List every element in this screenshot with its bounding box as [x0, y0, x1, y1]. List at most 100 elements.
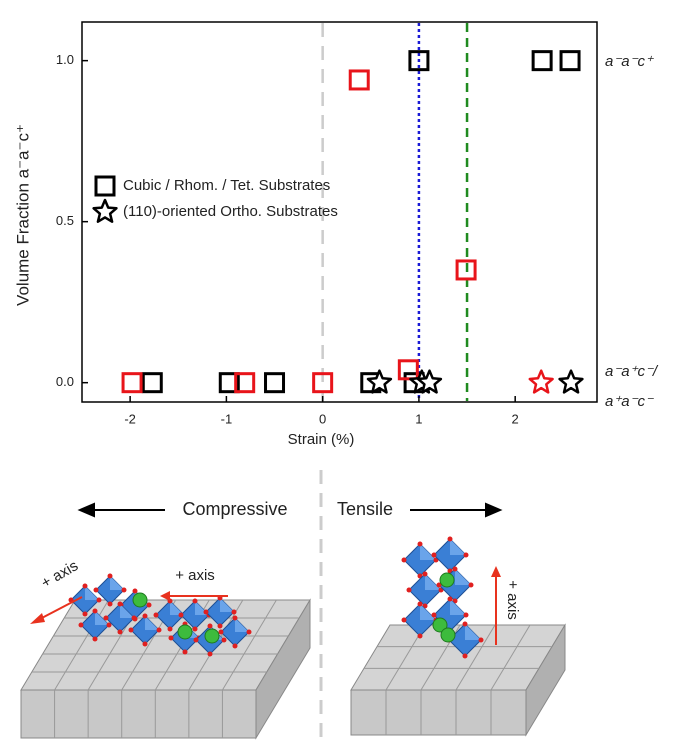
oxygen	[418, 542, 423, 547]
cation	[205, 629, 219, 643]
oxygen	[463, 622, 468, 627]
oxygen	[464, 553, 469, 558]
oxygen	[93, 637, 98, 642]
oxygen	[154, 613, 159, 618]
square-marker	[350, 71, 368, 89]
oxygen	[157, 628, 162, 633]
x-tick-label: 0	[319, 411, 326, 426]
legend-marker	[94, 200, 117, 222]
oxygen	[143, 614, 148, 619]
oxygen	[208, 624, 213, 629]
legend-marker	[96, 177, 114, 195]
oxygen	[93, 609, 98, 614]
oxygen	[463, 654, 468, 659]
oxygen	[132, 616, 137, 621]
x-tick-label: 1	[415, 411, 422, 426]
oxygen	[222, 638, 227, 643]
oxygen	[193, 627, 198, 632]
oxygen	[168, 627, 173, 632]
y-axis-label: Volume Fraction a⁻a⁻c⁺	[13, 124, 32, 306]
square-marker	[143, 374, 161, 392]
oxygen	[402, 618, 407, 623]
substrate-front	[351, 690, 526, 735]
oxygen	[118, 630, 123, 635]
oxygen	[432, 553, 437, 558]
cation	[133, 593, 147, 607]
legend-label: Cubic / Rhom. / Tet. Substrates	[123, 177, 330, 194]
oxygen	[118, 602, 123, 607]
oxygen	[133, 589, 138, 594]
x-tick-label: -2	[124, 411, 136, 426]
oxygen	[464, 613, 469, 618]
oxygen	[407, 588, 412, 593]
arrow-head	[486, 504, 500, 516]
oxygen	[104, 616, 109, 621]
y-tick-label: 1.0	[56, 52, 74, 67]
oxygen	[247, 630, 252, 635]
star-marker	[560, 371, 583, 393]
oxygen	[83, 584, 88, 589]
oxygen	[469, 583, 474, 588]
axis-arrow-head	[30, 613, 45, 624]
oxygen	[183, 650, 188, 655]
oxygen	[418, 602, 423, 607]
figure: + axis + axis + axis Strain (%) Volume Fra…	[0, 0, 686, 741]
oxygen	[418, 634, 423, 639]
x-tick-label: -1	[221, 411, 233, 426]
oxygen	[479, 638, 484, 643]
oxygen	[233, 644, 238, 649]
oxygen	[108, 602, 113, 607]
square-marker	[266, 374, 284, 392]
oxygen	[204, 610, 209, 615]
oxygen	[179, 613, 184, 618]
x-axis-label: Strain (%)	[288, 431, 355, 448]
substrate-front	[21, 690, 256, 738]
axis-label: + axis	[38, 557, 81, 592]
axis-label: + axis	[504, 580, 521, 620]
x-tick-label: 2	[512, 411, 519, 426]
oxygen	[402, 558, 407, 563]
oxygen	[448, 597, 453, 602]
phase-label: a⁺a⁻c⁻	[605, 393, 654, 410]
oxygen	[208, 652, 213, 657]
star-marker	[530, 371, 553, 393]
square-marker	[533, 52, 551, 70]
oxygen	[97, 598, 102, 603]
oxygen	[129, 628, 134, 633]
direction-arrows	[80, 504, 500, 516]
oxygen	[79, 623, 84, 628]
cation	[441, 628, 455, 642]
oxygen	[147, 603, 152, 608]
oxygen	[169, 636, 174, 641]
arrow-head	[80, 504, 94, 516]
oxygen	[423, 572, 428, 577]
compressive-label: Compressive	[182, 499, 287, 519]
axis-arrow-head	[491, 566, 501, 577]
oxygen	[122, 588, 127, 593]
phase-label: a⁻a⁻c⁺	[605, 53, 654, 70]
cation	[440, 573, 454, 587]
oxygen	[232, 610, 237, 615]
oxygen	[94, 588, 99, 593]
oxygen	[83, 612, 88, 617]
axis-label: + axis	[175, 567, 215, 584]
square-marker	[561, 52, 579, 70]
oxygen	[143, 642, 148, 647]
oxygen	[233, 616, 238, 621]
square-marker	[123, 374, 141, 392]
y-tick-label: 0.5	[56, 213, 74, 228]
square-marker	[399, 361, 417, 379]
oxygen	[108, 574, 113, 579]
oxygen	[194, 638, 199, 643]
legend-label: (110)-oriented Ortho. Substrates	[123, 203, 338, 220]
oxygen	[453, 567, 458, 572]
cation	[178, 625, 192, 639]
phase-label: a⁻a⁺c⁻/	[605, 363, 659, 380]
oxygen	[448, 537, 453, 542]
tensile-label: Tensile	[337, 499, 393, 519]
oxygen	[193, 599, 198, 604]
oxygen	[432, 613, 437, 618]
oxygen	[219, 630, 224, 635]
oxygen	[218, 624, 223, 629]
y-tick-label: 0.0	[56, 374, 74, 389]
